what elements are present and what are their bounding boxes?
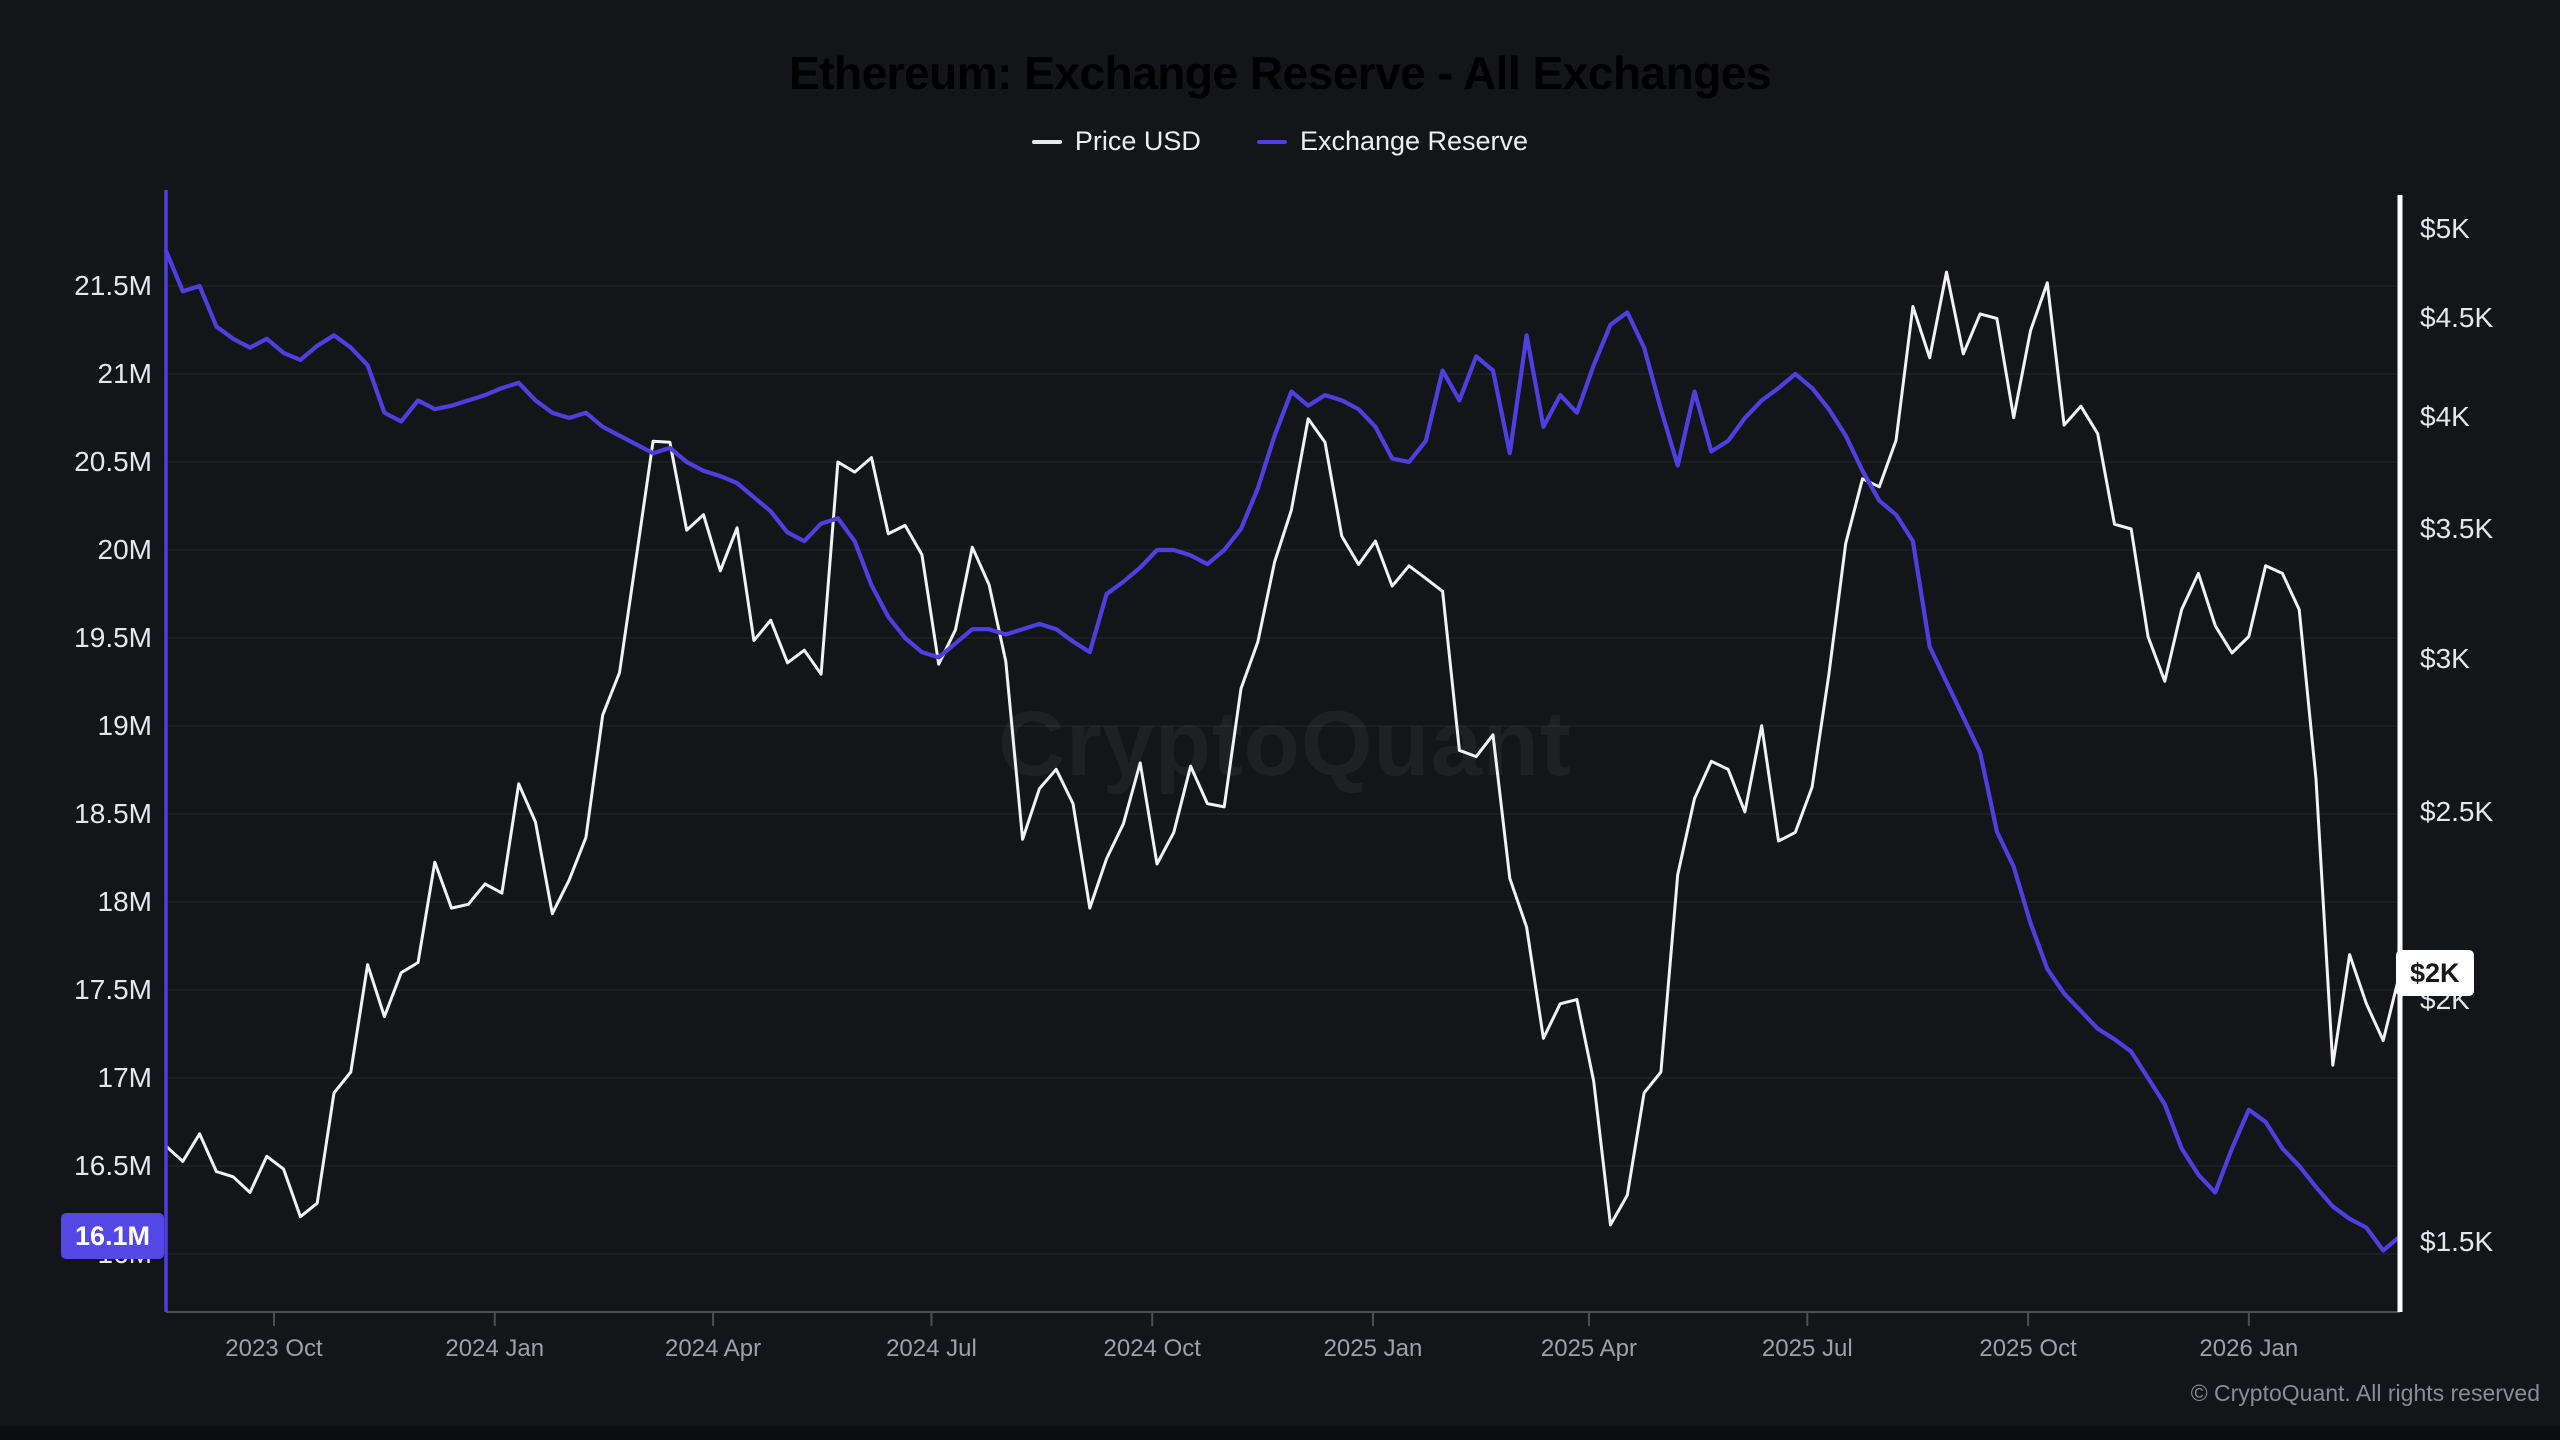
price-current-value-badge: $2K (2396, 949, 2474, 996)
left-axis-tick-label: 21.5M (74, 270, 152, 301)
reserve-current-value-badge: 16.1M (60, 1213, 164, 1260)
x-axis-tick-label: 2024 Jul (886, 1335, 977, 1362)
left-axis-tick-label: 21M (97, 358, 152, 389)
page-title: Ethereum: Exchange Reserve - All Exchang… (788, 47, 1772, 99)
bottom-edge-bar (0, 1426, 2560, 1440)
reserve-line (163, 248, 2403, 1253)
left-axis-tick-label: 20.5M (74, 446, 152, 477)
right-axis-tick-label: $1.5K (2420, 1225, 2494, 1257)
right-axis-tick-label: $4K (2420, 400, 2470, 432)
legend-item-price[interactable]: Price USD (1031, 126, 1201, 157)
chart-legend: Price USD Exchange Reserve (0, 126, 2560, 157)
right-axis-tick-label: $4.5K (2420, 301, 2494, 333)
left-axis-tick-label: 16.5M (74, 1150, 152, 1181)
legend-label-reserve: Exchange Reserve (1299, 126, 1529, 156)
x-axis-tick-label: 2025 Jul (1761, 1335, 1853, 1362)
left-axis-tick-label: 17M (97, 1062, 152, 1093)
x-axis-tick-label: 2024 Apr (665, 1335, 762, 1362)
legend-item-reserve[interactable]: Exchange Reserve (1256, 126, 1529, 157)
x-axis-tick-label: 2026 Jan (2199, 1335, 2299, 1362)
right-axis-tick-label: $2.5K (2420, 795, 2494, 827)
right-axis-tick-label: $3K (2420, 642, 2470, 674)
legend-label-price: Price USD (1074, 126, 1201, 156)
right-axis-tick-label: $5K (2420, 213, 2470, 244)
left-axis-tick-label: 19.5M (74, 622, 152, 653)
price-series-swatch-icon (1031, 139, 1062, 144)
x-axis-tick-label: 2024 Oct (1103, 1335, 1201, 1362)
right-axis-tick-label: $3.5K (2420, 512, 2494, 544)
price-line (164, 270, 2402, 1227)
copyright-notice: © CryptoQuant. All rights reserved (2190, 1380, 2540, 1406)
x-axis-tick-label: 2025 Oct (1979, 1335, 2077, 1362)
x-axis-tick-label: 2024 Jan (445, 1335, 545, 1362)
left-axis-tick-label: 20M (97, 534, 152, 565)
reserve-series-swatch-icon (1256, 139, 1287, 144)
left-axis-tick-label: 18M (97, 886, 152, 917)
x-axis-tick-label: 2023 Oct (225, 1335, 323, 1362)
x-axis-tick-label: 2025 Apr (1540, 1335, 1637, 1362)
left-axis-tick-label: 19M (97, 710, 152, 741)
x-axis-tick-label: 2025 Jan (1323, 1335, 1423, 1362)
left-axis-tick-label: 18.5M (74, 798, 152, 829)
left-axis-tick-label: 17.5M (74, 974, 152, 1005)
